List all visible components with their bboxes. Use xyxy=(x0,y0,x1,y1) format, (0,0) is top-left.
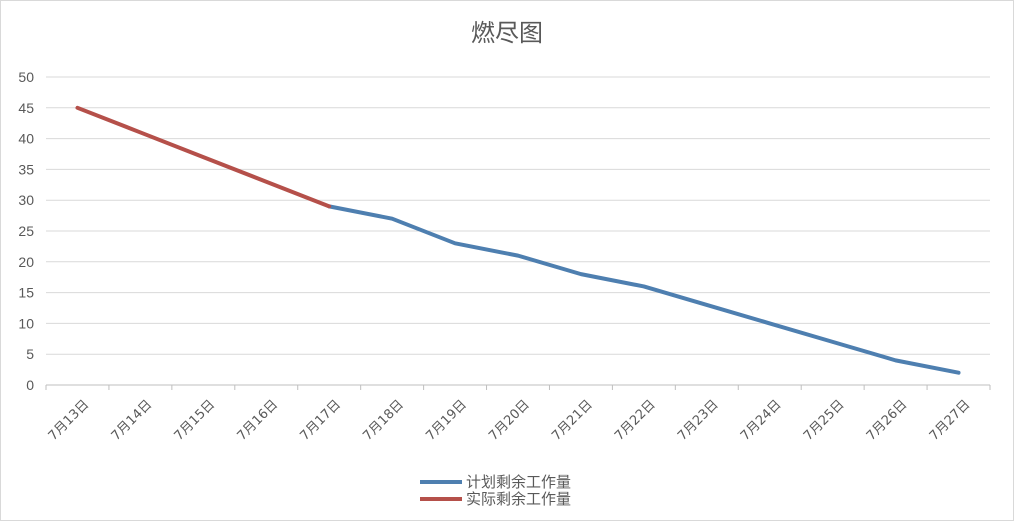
x-tick-label: 7月18日 xyxy=(360,397,407,444)
y-tick-label: 45 xyxy=(18,100,34,116)
y-tick-label: 5 xyxy=(26,346,34,362)
x-tick-label: 7月20日 xyxy=(486,397,533,444)
x-tick-label: 7月19日 xyxy=(423,397,470,444)
y-tick-label: 35 xyxy=(18,161,34,177)
x-tick-label: 7月26日 xyxy=(864,397,911,444)
x-tick-label: 7月25日 xyxy=(801,397,848,444)
x-tick-label: 7月21日 xyxy=(549,397,596,444)
y-axis-ticks: 0 5 10 15 20 25 30 35 40 45 50 xyxy=(18,69,34,393)
x-tick-label: 7月13日 xyxy=(46,397,93,444)
x-tick-label: 7月14日 xyxy=(109,397,156,444)
legend: 计划剩余工作量 实际剩余工作量 xyxy=(420,473,571,508)
series-lines xyxy=(75,105,961,375)
y-tick-label: 40 xyxy=(18,131,34,147)
x-tick-label: 7月15日 xyxy=(172,397,219,444)
y-tick-label: 20 xyxy=(18,254,34,270)
y-tick-label: 0 xyxy=(26,377,34,393)
x-tick-label: 7月17日 xyxy=(297,397,344,444)
x-axis-ticks: 7月13日 7月14日 7月15日 7月16日 7月17日 7月18日 7月19日 7月20日… xyxy=(46,397,974,444)
x-tick-label: 7月23日 xyxy=(675,397,722,444)
y-tick-label: 30 xyxy=(18,192,34,208)
x-tick-label: 7月24日 xyxy=(738,397,785,444)
y-tick-label: 25 xyxy=(18,223,34,239)
legend-label-planned: 计划剩余工作量 xyxy=(466,473,571,491)
legend-label-actual: 实际剩余工作量 xyxy=(466,490,571,508)
y-tick-label: 15 xyxy=(18,285,34,301)
x-tick-label: 7月22日 xyxy=(612,397,659,444)
y-tick-label: 10 xyxy=(18,315,34,331)
chart-title: 燃尽图 xyxy=(471,19,543,47)
y-tick-label: 50 xyxy=(18,69,34,85)
x-tick-label: 7月16日 xyxy=(235,397,282,444)
gridlines xyxy=(45,76,991,390)
x-tick-label: 7月27日 xyxy=(927,397,974,444)
